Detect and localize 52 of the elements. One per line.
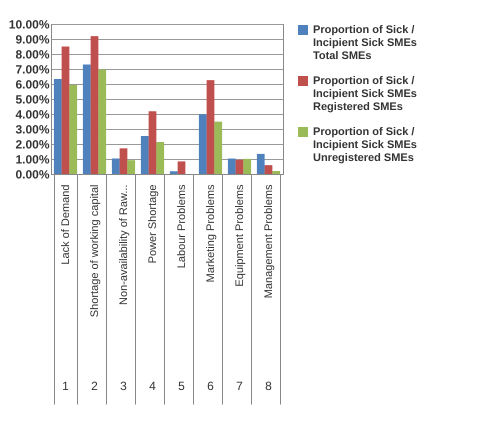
y-tick-label: 1.00% (15, 152, 50, 166)
text: 3 (120, 379, 128, 393)
y-tick-label: 3.00% (15, 122, 50, 136)
legend-label: Proportion of Sick / Incipient Sick SMEs Unregistered SMEs (313, 126, 417, 164)
bar (264, 165, 272, 174)
y-tick-label: 8.00% (15, 48, 50, 62)
text: 1 (62, 379, 70, 393)
bar (156, 142, 164, 174)
bar (54, 79, 62, 174)
bar (127, 160, 136, 174)
bar (214, 122, 222, 174)
x-tick-label: Lack of Demand (60, 184, 72, 265)
x-tick-label: Shortage of working capital (89, 184, 101, 318)
bar (90, 36, 98, 174)
y-tick-label: 0.00% (15, 168, 50, 182)
text: 7 (236, 379, 244, 393)
bar (140, 136, 149, 174)
y-tick-label: 2.00% (15, 138, 50, 152)
bar (178, 161, 186, 174)
bar (69, 85, 78, 174)
text: 8 (265, 379, 272, 393)
y-tick-label: 6.00% (15, 78, 50, 92)
text: 5 (178, 379, 186, 393)
y-tick-label: 9.00% (15, 32, 50, 46)
bar (236, 160, 244, 174)
bar (148, 111, 156, 174)
bar (272, 171, 280, 174)
bar (198, 114, 207, 174)
legend-label: Proportion of Sick / Incipient Sick SMEs Registered SMEs (313, 75, 417, 113)
y-tick-label: 7.00% (15, 62, 50, 76)
bar (206, 80, 214, 174)
y-tick-label: 10.00% (8, 18, 50, 32)
bar (120, 148, 128, 174)
x-tick-label: Equipment Problems (234, 184, 246, 287)
legend-label: Proportion of Sick / Incipient Sick SMEs Total SMEs (313, 24, 417, 62)
x-tick-label: Non-availability of Raw... (118, 184, 130, 305)
x-tick-label: Management Problems (263, 184, 275, 298)
y-tick-label: 5.00% (15, 92, 50, 106)
y-tick-label: 4.00% (15, 108, 50, 122)
x-tick-label: Power Shortage (147, 184, 159, 264)
bar (82, 64, 91, 174)
text: 2 (91, 379, 98, 393)
bar (62, 46, 70, 174)
text: 6 (207, 379, 214, 393)
x-tick-label: Marketing Problems (205, 184, 217, 282)
text: 4 (149, 379, 156, 393)
bar (228, 158, 236, 174)
bar (243, 158, 252, 174)
x-tick-label: Labour Problems (176, 184, 188, 268)
bar (98, 69, 106, 174)
bar (112, 158, 120, 174)
bar (256, 154, 265, 174)
